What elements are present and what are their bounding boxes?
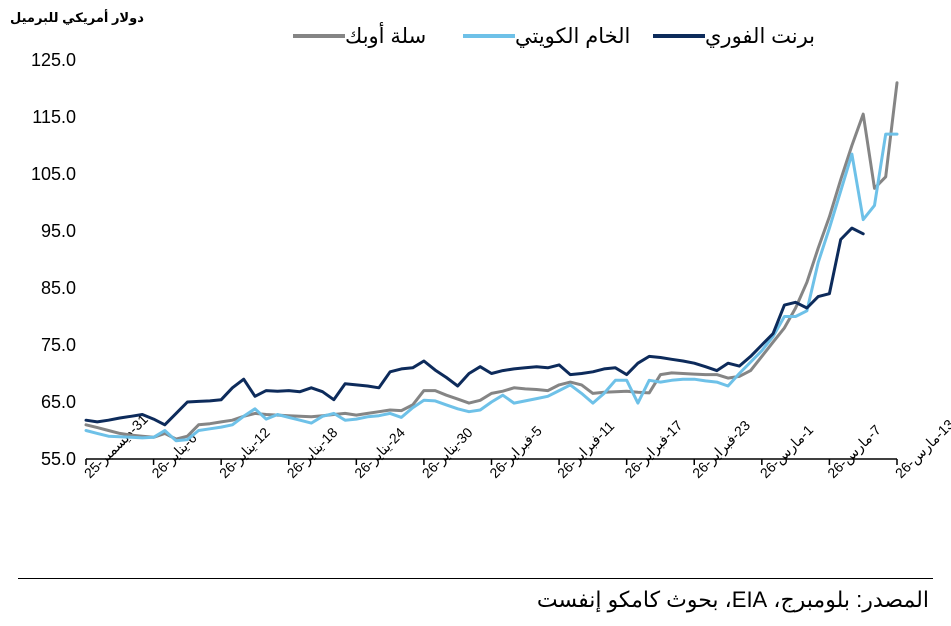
legend-item-kuwait-crude: الخام الكويتي [455, 22, 630, 50]
x-tick-label: 24-يناير-26 [351, 424, 409, 482]
y-tick-label: 75.0 [41, 335, 76, 355]
footer-divider [18, 578, 933, 579]
x-tick-label: 23-فبراير-26 [689, 417, 754, 482]
legend-label-kuwait-crude: الخام الكويتي [515, 24, 631, 48]
y-tick-label: 85.0 [41, 278, 76, 298]
legend-swatch-kuwait-crude [463, 34, 515, 38]
x-tick-label: 18-يناير-26 [284, 424, 342, 482]
legend-swatch-opec-basket [293, 34, 345, 38]
legend-swatch-brent-spot [653, 34, 705, 38]
series-line-opec-basket [84, 81, 899, 441]
legend-item-brent-spot: برنت الفوري [645, 22, 815, 50]
source-note: المصدر: بلومبرج، EIA، بحوث كامكو إنفست [536, 587, 929, 612]
y-axis-unit-label: دولار أمريكي للبرميل [10, 10, 144, 25]
x-tick-label: 13-مارس-26 [892, 416, 951, 482]
y-tick-label: 95.0 [41, 221, 76, 241]
y-tick-label: 115.0 [32, 107, 76, 127]
x-tick-label: 1-مارس-26 [757, 421, 817, 481]
x-tick-label: 5-فبراير-26 [486, 422, 545, 481]
legend-item-opec-basket: سلة أوبك [285, 22, 426, 50]
series-line-brent-spot [84, 226, 865, 427]
x-tick-label: 30-يناير-26 [419, 424, 477, 482]
legend: سلة أوبك الخام الكويتي برنت الفوري [285, 22, 815, 52]
x-tick-label: 12-يناير-26 [216, 424, 274, 482]
x-tick-label: 11-فبراير-26 [554, 418, 618, 482]
y-tick-label: 55.0 [41, 449, 76, 469]
chart-area: دولار أمريكي للبرميل سلة أوبك الخام الكو… [10, 10, 951, 482]
y-tick-label: 125.0 [31, 50, 76, 70]
x-tick-label: 17-فبراير-26 [621, 417, 686, 482]
y-tick-label: 65.0 [41, 392, 76, 412]
legend-label-opec-basket: سلة أوبك [345, 24, 427, 48]
legend-label-brent-spot: برنت الفوري [705, 24, 816, 48]
x-tick-label: 7-مارس-26 [824, 421, 884, 481]
y-tick-label: 105.0 [31, 164, 76, 184]
series-line-kuwait-crude [84, 132, 899, 443]
